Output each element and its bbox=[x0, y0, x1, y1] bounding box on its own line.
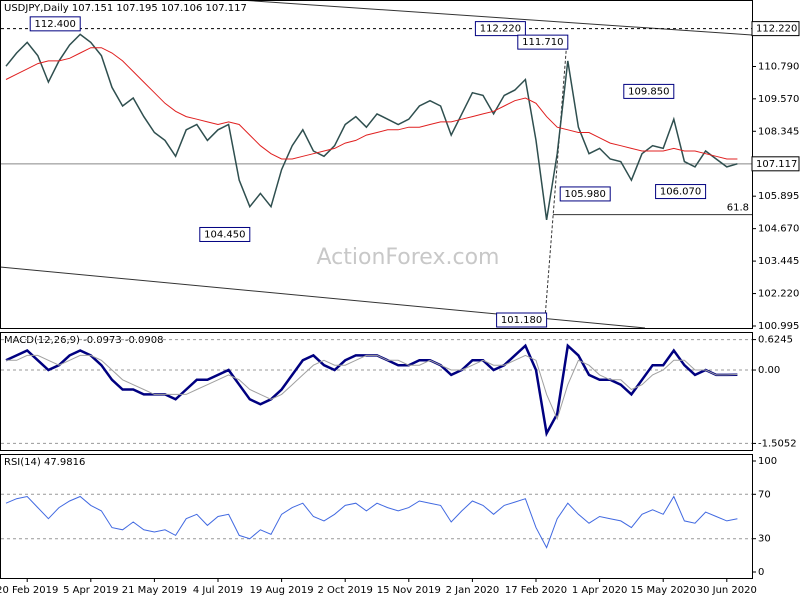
trendline bbox=[239, 0, 753, 36]
series-line bbox=[6, 354, 738, 421]
panel-title: MACD(12,26,9) -0.0973 -0.0908 bbox=[4, 335, 164, 346]
y-tick-label: 0.6245 bbox=[758, 335, 793, 346]
annotation-label: 101.180 bbox=[501, 315, 542, 326]
annotation-box bbox=[29, 16, 81, 32]
x-tick-label: 20 Feb 2019 bbox=[0, 585, 58, 596]
trendline bbox=[544, 39, 568, 319]
series-line bbox=[5, 47, 738, 160]
y-tick-label: -1.5052 bbox=[758, 438, 797, 449]
x-tick-label: 15 May 2020 bbox=[631, 585, 696, 596]
annotation-box bbox=[623, 83, 675, 99]
panel-title: RSI(14) 47.9816 bbox=[4, 457, 85, 468]
y-tick-label: 0.00 bbox=[758, 365, 780, 376]
price-marker-label: 107.117 bbox=[756, 159, 797, 170]
panel-frame bbox=[0, 454, 753, 579]
annotation-label: 104.450 bbox=[204, 229, 245, 240]
x-tick-label: 5 Apr 2019 bbox=[63, 585, 118, 596]
annotation-box bbox=[517, 34, 569, 50]
annotation-label: 106.070 bbox=[660, 187, 701, 198]
y-tick-label: 102.220 bbox=[758, 289, 799, 300]
annotation-label: 112.220 bbox=[480, 24, 521, 35]
price-marker bbox=[751, 21, 800, 37]
x-tick-label: 15 Nov 2019 bbox=[377, 585, 441, 596]
y-tick-label: 100 bbox=[758, 456, 777, 467]
y-tick-label: 70 bbox=[758, 489, 771, 500]
annotation-box bbox=[496, 312, 548, 328]
annotation-label: 109.850 bbox=[628, 86, 669, 97]
y-tick-label: 109.570 bbox=[758, 94, 799, 105]
fib-label: 61.8 bbox=[727, 203, 749, 214]
annotation-label: 111.710 bbox=[522, 37, 563, 48]
x-tick-label: 19 Aug 2019 bbox=[250, 585, 314, 596]
y-tick-label: 104.670 bbox=[758, 224, 799, 235]
y-tick-label: 0 bbox=[758, 567, 764, 578]
annotation-box bbox=[559, 186, 611, 202]
x-tick-label: 21 May 2019 bbox=[122, 585, 187, 596]
y-tick-label: 100.995 bbox=[758, 321, 799, 332]
y-tick-label: 105.895 bbox=[758, 191, 799, 202]
y-tick-label: 108.345 bbox=[758, 126, 799, 137]
y-tick-label: 103.445 bbox=[758, 256, 799, 267]
price-marker bbox=[751, 156, 800, 172]
price-marker-label: 112.220 bbox=[756, 24, 797, 35]
watermark: ActionForex.com bbox=[317, 245, 500, 270]
y-tick-label: 110.790 bbox=[758, 62, 799, 73]
annotation-label: 105.980 bbox=[565, 189, 606, 200]
x-tick-label: 2 Jan 2020 bbox=[446, 585, 500, 596]
series-line bbox=[5, 33, 738, 221]
annotation-box bbox=[655, 184, 707, 200]
x-tick-label: 17 Feb 2020 bbox=[505, 585, 567, 596]
x-tick-label: 4 Jul 2019 bbox=[193, 585, 243, 596]
x-tick-label: 30 Jun 2020 bbox=[697, 585, 757, 596]
x-tick-label: 1 Apr 2020 bbox=[572, 585, 627, 596]
series-line bbox=[5, 495, 738, 549]
panel-title: USDJPY,Daily 107.151 107.195 107.106 107… bbox=[4, 3, 247, 14]
y-tick-label: 30 bbox=[758, 534, 771, 545]
annotation-box bbox=[474, 21, 526, 37]
annotation-box bbox=[199, 226, 251, 242]
panel-frame bbox=[0, 332, 753, 451]
x-tick-label: 2 Oct 2019 bbox=[317, 585, 372, 596]
annotation-label: 112.400 bbox=[35, 19, 76, 30]
